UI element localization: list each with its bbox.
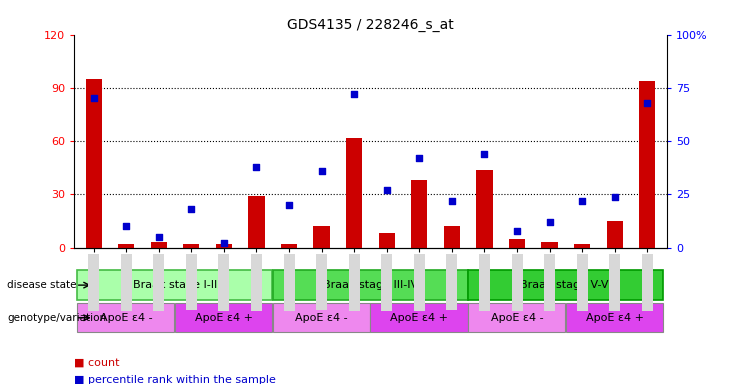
Bar — [379, 233, 395, 248]
Bar — [444, 227, 460, 248]
Point — [544, 219, 556, 225]
Text: disease state: disease state — [7, 280, 77, 290]
Point — [218, 240, 230, 247]
Text: ApoE ε4 +: ApoE ε4 + — [195, 313, 253, 323]
Bar — [468, 270, 663, 300]
Point — [609, 194, 621, 200]
Point — [642, 100, 654, 106]
Bar — [175, 303, 272, 333]
Text: ApoE ε4 -: ApoE ε4 - — [100, 313, 153, 323]
Title: GDS4135 / 228246_s_at: GDS4135 / 228246_s_at — [287, 18, 454, 32]
Bar — [273, 270, 468, 300]
Bar — [607, 221, 623, 248]
Text: genotype/variation: genotype/variation — [7, 313, 107, 323]
Point — [511, 228, 523, 234]
Point — [316, 168, 328, 174]
Point — [250, 164, 262, 170]
Bar — [411, 180, 428, 248]
Point — [153, 234, 165, 240]
Bar — [77, 270, 272, 300]
Text: Braak stage V-VI: Braak stage V-VI — [520, 280, 612, 290]
Text: ApoE ε4 +: ApoE ε4 + — [391, 313, 448, 323]
Bar — [574, 244, 591, 248]
Bar — [216, 244, 232, 248]
Bar — [150, 242, 167, 248]
Text: Braak stage I-II: Braak stage I-II — [133, 280, 217, 290]
Text: ApoE ε4 -: ApoE ε4 - — [296, 313, 348, 323]
Bar — [542, 242, 558, 248]
Bar — [509, 239, 525, 248]
Bar — [248, 196, 265, 248]
Point — [283, 202, 295, 208]
Bar — [273, 303, 370, 333]
Bar — [77, 303, 174, 333]
Bar — [566, 303, 663, 333]
Point — [576, 198, 588, 204]
Bar — [370, 303, 468, 333]
Bar — [468, 303, 565, 333]
Bar — [639, 81, 656, 248]
Text: ■ percentile rank within the sample: ■ percentile rank within the sample — [74, 375, 276, 384]
Bar — [313, 227, 330, 248]
Bar — [281, 244, 297, 248]
Point — [87, 96, 99, 102]
Bar — [85, 79, 102, 248]
Point — [348, 91, 360, 97]
Point — [185, 206, 197, 212]
Bar — [476, 170, 493, 248]
Point — [381, 187, 393, 193]
Bar — [346, 137, 362, 248]
Text: Braak stage III-IV: Braak stage III-IV — [323, 280, 418, 290]
Text: ■ count: ■ count — [74, 358, 119, 368]
Text: ApoE ε4 -: ApoE ε4 - — [491, 313, 543, 323]
Bar — [118, 244, 134, 248]
Bar — [183, 244, 199, 248]
Text: ApoE ε4 +: ApoE ε4 + — [586, 313, 644, 323]
Point — [413, 155, 425, 161]
Point — [120, 223, 132, 230]
Point — [479, 151, 491, 157]
Point — [446, 198, 458, 204]
